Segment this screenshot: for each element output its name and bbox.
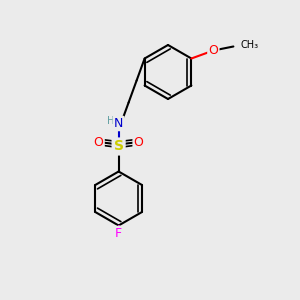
Text: O: O [94,136,103,149]
Text: O: O [134,136,144,149]
Text: N: N [114,117,123,130]
Text: O: O [208,44,218,57]
Text: CH₃: CH₃ [240,40,259,50]
Text: S: S [114,140,124,154]
Text: H: H [107,116,114,125]
Text: F: F [115,227,122,240]
